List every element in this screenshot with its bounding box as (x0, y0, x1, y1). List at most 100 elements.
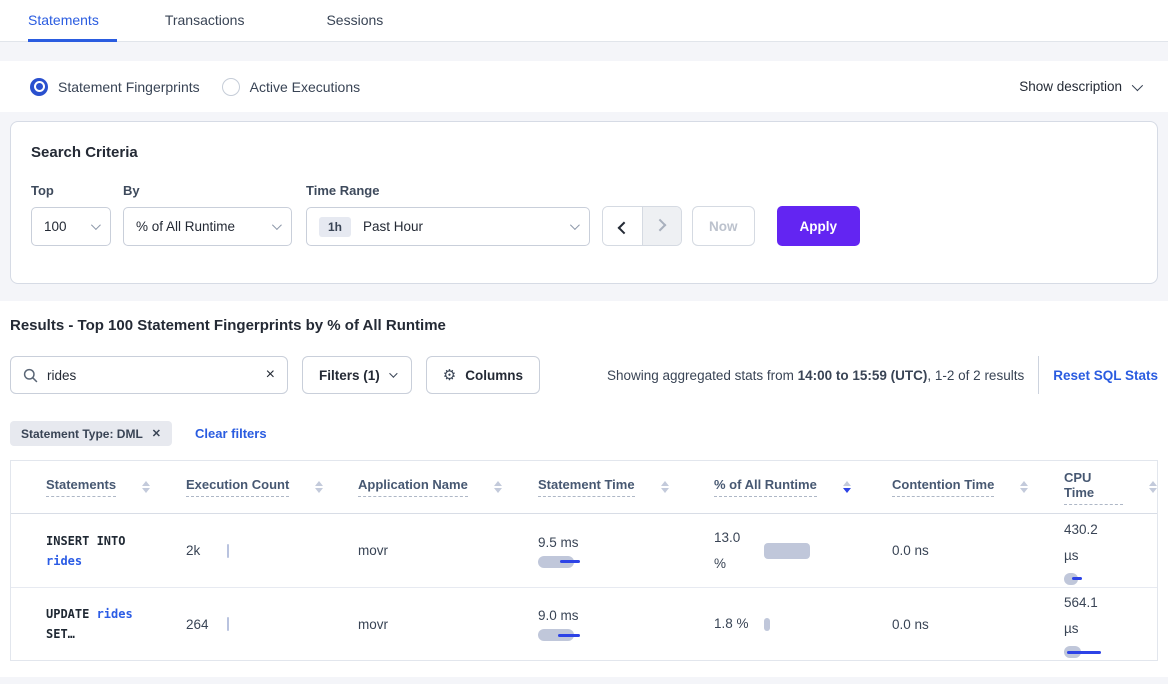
statement-time-bar (538, 629, 580, 641)
search-criteria-card: Search Criteria Top 100 By % of All Runt… (10, 121, 1158, 284)
chevron-right-icon (654, 218, 667, 231)
previous-time-button[interactable] (603, 207, 642, 245)
column-header-cpu-time[interactable]: CPU Time (1064, 461, 1157, 513)
search-icon (23, 368, 38, 382)
reset-sql-stats-link[interactable]: Reset SQL Stats (1053, 367, 1158, 383)
sort-icon-active-desc[interactable] (842, 481, 851, 493)
radio-unselected-icon (221, 77, 240, 96)
contention-time-cell: 0.0 ns (892, 543, 929, 558)
top-tab-bar: Statements Transactions Sessions (0, 0, 1168, 42)
search-criteria-title: Search Criteria (31, 144, 138, 161)
column-header-application-name[interactable]: Application Name (358, 461, 538, 513)
filters-button-label: Filters (1) (319, 367, 380, 383)
top-select-value: 100 (44, 219, 67, 234)
clear-search-icon[interactable]: × (265, 366, 275, 383)
column-header-statements[interactable]: Statements (46, 461, 186, 513)
cpu-time-cell: 430.2 µs (1064, 514, 1157, 587)
statements-table: Statements Execution Count Application N… (10, 460, 1158, 661)
chevron-down-icon (569, 220, 580, 231)
runtime-pct-cell: 13.0 % (714, 514, 892, 587)
filters-button[interactable]: Filters (1) (302, 356, 412, 394)
radio-active-executions[interactable]: Active Executions (221, 77, 361, 96)
radio-selected-icon (30, 77, 48, 96)
filter-chip-label: Statement Type: DML (21, 426, 143, 441)
columns-button-label: Columns (465, 367, 523, 383)
sort-icon[interactable] (315, 481, 324, 493)
by-select[interactable]: % of All Runtime (123, 207, 292, 246)
execution-count-cell: 264 (186, 588, 358, 660)
columns-button[interactable]: ⚙ Columns (425, 356, 540, 394)
tab-transactions[interactable]: Transactions (164, 11, 245, 28)
time-nav-group (602, 206, 682, 246)
tab-statements[interactable]: Statements (28, 0, 117, 42)
time-range-value: Past Hour (363, 219, 424, 234)
runtime-pct-bar (764, 617, 770, 631)
show-description-toggle[interactable]: Show description (1019, 79, 1144, 94)
filter-chip-statement-type: Statement Type: DML ✕ (10, 421, 173, 446)
cpu-time-bar (1064, 646, 1101, 658)
top-field: Top 100 (31, 183, 111, 246)
mean-marker (558, 633, 580, 637)
statement-time-cell: 9.5 ms (538, 514, 714, 587)
table-row: INSERT INTO rides 2k movr 9.5 ms 13.0 % … (11, 514, 1157, 588)
by-select-value: % of All Runtime (136, 219, 236, 234)
sort-icon[interactable] (142, 481, 151, 493)
time-range-select[interactable]: 1h Past Hour (306, 207, 590, 246)
statement-time-bar (538, 555, 580, 568)
radio-label: Statement Fingerprints (58, 78, 200, 95)
top-label: Top (31, 183, 54, 198)
contention-time-cell: 0.0 ns (892, 616, 929, 632)
execution-count-bar (227, 543, 229, 558)
statement-time-cell: 9.0 ms (538, 588, 714, 660)
vertical-divider (1038, 356, 1040, 394)
time-range-badge: 1h (319, 216, 352, 237)
filter-chip-row: Statement Type: DML ✕ Clear filters (10, 421, 1158, 446)
stats-time-range: 14:00 to 15:59 (UTC) (797, 367, 928, 383)
clear-filters-link[interactable]: Clear filters (195, 426, 267, 441)
search-box: × (10, 356, 288, 394)
runtime-pct-cell: 1.8 % (714, 588, 892, 660)
execution-count-cell: 2k (186, 514, 358, 587)
results-toolbar: × Filters (1) ⚙ Columns Showing aggregat… (10, 356, 1158, 394)
now-button[interactable]: Now (692, 206, 755, 246)
chevron-left-icon (617, 221, 631, 234)
show-description-label: Show description (1019, 79, 1122, 94)
table-header-row: Statements Execution Count Application N… (11, 461, 1157, 514)
column-header-runtime-pct[interactable]: % of All Runtime (714, 461, 892, 513)
radio-statement-fingerprints[interactable]: Statement Fingerprints (30, 77, 200, 96)
application-name-cell: movr (358, 543, 388, 558)
statement-link[interactable]: rides (96, 607, 133, 621)
cpu-time-bar (1064, 572, 1082, 585)
chevron-down-icon (271, 220, 282, 231)
apply-button[interactable]: Apply (776, 206, 861, 246)
remove-filter-icon[interactable]: ✕ (151, 428, 162, 440)
radio-label: Active Executions (249, 78, 361, 95)
mean-marker (560, 560, 580, 563)
sort-icon[interactable] (1149, 481, 1157, 493)
column-header-statement-time[interactable]: Statement Time (538, 461, 714, 513)
tab-sessions[interactable]: Sessions (326, 11, 384, 28)
chevron-down-icon (1131, 79, 1144, 91)
statement-cell: INSERT INTO rides (46, 533, 126, 568)
chevron-down-icon (90, 220, 101, 231)
statement-link[interactable]: rides (46, 553, 83, 568)
column-header-contention-time[interactable]: Contention Time (892, 461, 1064, 513)
top-select[interactable]: 100 (31, 207, 111, 246)
sort-icon[interactable] (493, 481, 502, 493)
table-row: UPDATE rides SET… 264 movr 9.0 ms 1.8 % … (11, 588, 1157, 660)
view-mode-row: Statement Fingerprints Active Executions… (0, 61, 1168, 112)
by-field: By % of All Runtime (123, 183, 292, 246)
stats-summary: Showing aggregated stats from 14:00 to 1… (607, 367, 1025, 383)
cpu-time-cell: 564.1 µs (1064, 588, 1157, 660)
column-header-execution-count[interactable]: Execution Count (186, 461, 358, 513)
execution-count-bar (227, 617, 229, 631)
next-time-button[interactable] (641, 207, 681, 245)
mean-marker (1072, 577, 1082, 580)
results-section: Results - Top 100 Statement Fingerprints… (0, 301, 1168, 677)
sort-icon[interactable] (660, 481, 669, 493)
chevron-down-icon (388, 369, 398, 378)
runtime-pct-bar (764, 542, 810, 559)
sort-icon[interactable] (1020, 481, 1029, 493)
search-input[interactable] (47, 367, 266, 383)
time-range-field: Time Range 1h Past Hour (306, 183, 590, 246)
